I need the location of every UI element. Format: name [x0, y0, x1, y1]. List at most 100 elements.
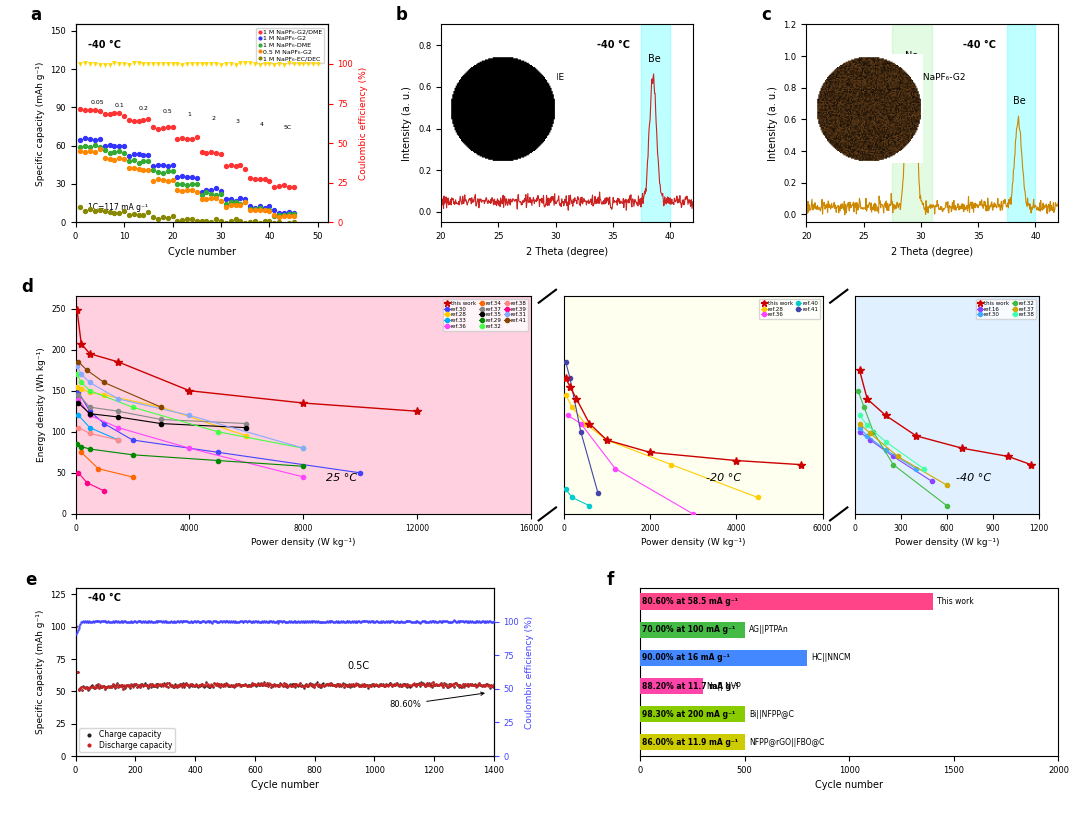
Point [80, 682, 97, 695]
Point [174, 676, 191, 689]
Point [401, 678, 418, 691]
Point [275, 59, 293, 72]
Point [381, 677, 399, 690]
Point [340, 680, 357, 693]
Point [409, 615, 427, 628]
Point [68, 626, 85, 639]
Point [227, 213, 244, 226]
Point [353, 678, 370, 691]
Point [350, 615, 367, 628]
Point [444, 679, 461, 692]
Point [404, 678, 421, 691]
Point [220, 679, 238, 692]
Point [164, 680, 181, 693]
Point [283, 678, 300, 691]
Point [286, 677, 303, 690]
Point [483, 680, 500, 693]
Point [445, 615, 462, 628]
Point [456, 615, 473, 628]
Point [165, 615, 183, 628]
Point [190, 679, 207, 692]
Point [171, 615, 188, 628]
Point [326, 680, 343, 693]
Point [430, 614, 447, 627]
Point [221, 615, 239, 628]
Point [217, 198, 234, 211]
Point [213, 678, 230, 691]
Point [108, 615, 125, 628]
Point [276, 615, 294, 628]
Point [270, 215, 287, 228]
Point [252, 58, 269, 71]
Point [270, 679, 287, 692]
Point [268, 679, 285, 692]
Point [259, 680, 276, 693]
Point [472, 615, 489, 628]
Point [437, 678, 455, 691]
Point [292, 615, 309, 628]
Legend: Charge capacity, Discharge capacity: Charge capacity, Discharge capacity [80, 728, 175, 752]
Point [269, 678, 286, 691]
Point [318, 678, 335, 691]
Point [481, 679, 498, 692]
Point [442, 677, 459, 690]
Point [139, 680, 157, 693]
Point [145, 210, 162, 223]
Point [188, 185, 205, 198]
Point [319, 678, 336, 691]
Point [104, 615, 121, 628]
Point [355, 677, 373, 690]
Point [100, 59, 118, 72]
Point [373, 679, 390, 692]
Point [393, 680, 410, 693]
Point [174, 132, 191, 145]
Point [217, 57, 234, 70]
Point [340, 679, 357, 692]
Point [377, 677, 394, 690]
Point [125, 148, 143, 161]
Point [440, 680, 457, 693]
Point [254, 678, 271, 691]
Point [321, 679, 338, 692]
Point [237, 678, 254, 691]
Point [380, 678, 397, 691]
Point [86, 146, 104, 159]
Point [364, 678, 381, 691]
Point [69, 666, 86, 679]
Point [213, 184, 230, 197]
Point [237, 196, 254, 209]
Point [200, 680, 217, 693]
Point [387, 679, 404, 692]
Point [185, 679, 202, 692]
Point [360, 682, 377, 695]
Point [255, 678, 272, 691]
Point [330, 680, 348, 693]
Point [116, 147, 133, 160]
Point [450, 615, 468, 628]
Point [472, 679, 489, 692]
Point [188, 215, 205, 228]
Point [438, 680, 456, 693]
Point [484, 681, 501, 694]
Point [207, 58, 225, 71]
Point [388, 615, 405, 628]
Point [474, 678, 491, 691]
Point [248, 678, 266, 691]
Point [121, 615, 138, 628]
Point [150, 615, 167, 628]
Point [214, 680, 231, 693]
Point [81, 133, 98, 146]
Point [245, 678, 262, 691]
Point [397, 680, 415, 693]
Point [287, 677, 305, 690]
Point [180, 680, 198, 693]
Point [218, 677, 235, 690]
Point [154, 173, 172, 186]
Point [224, 678, 241, 691]
Point [203, 146, 220, 159]
Point [430, 679, 447, 692]
Point [346, 680, 363, 693]
Point [119, 679, 136, 692]
Point [303, 678, 321, 691]
Point [203, 678, 220, 691]
